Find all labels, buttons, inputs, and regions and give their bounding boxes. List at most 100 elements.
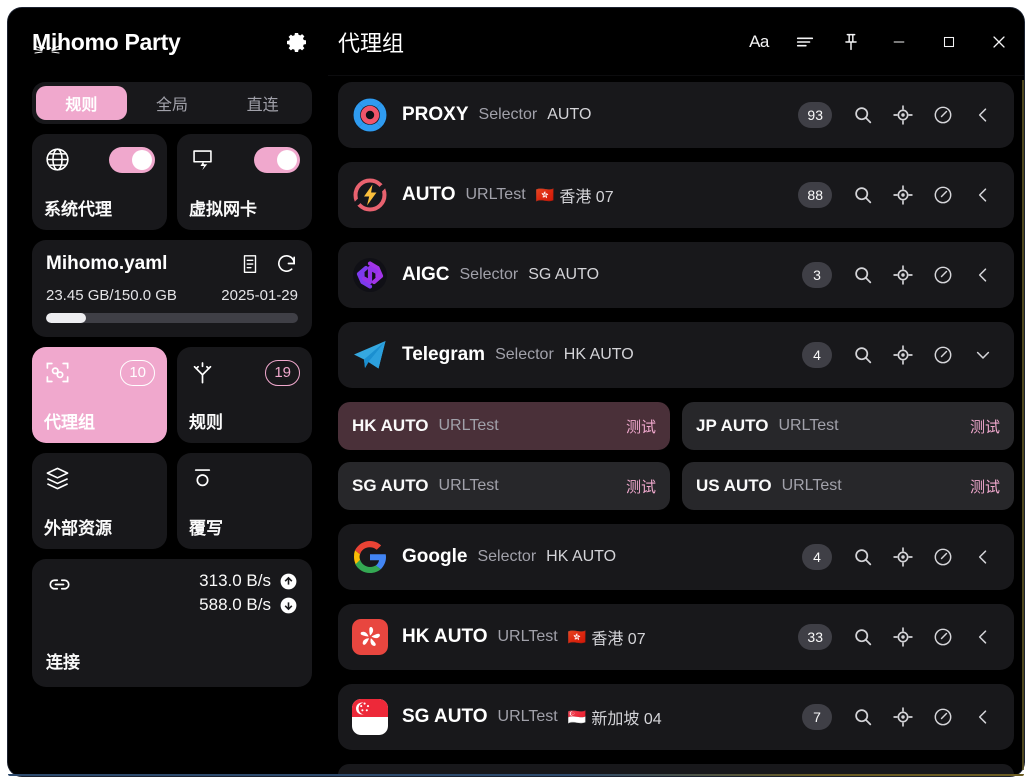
app-title: Mihomo Party	[32, 29, 181, 56]
group-type: Selector	[477, 548, 537, 565]
config-usage-fill	[46, 313, 87, 323]
search-icon[interactable]	[846, 540, 880, 574]
proxy-group-list[interactable]: PROXY Selector AUTO 93 AUTO URLTest 🇭🇰 香港…	[328, 76, 1024, 776]
group-current-node-label: SG AUTO	[528, 266, 600, 283]
proxy-option[interactable]: JP AUTO URLTest 测试	[682, 402, 1014, 450]
search-icon[interactable]	[846, 258, 880, 292]
group-current-node: HK AUTO	[564, 346, 634, 364]
download-speed-value: 588.0 B/s	[199, 595, 271, 614]
rules-branch-icon	[193, 362, 212, 384]
speedometer-icon[interactable]	[926, 620, 960, 654]
proxy-option-test-button[interactable]: 测试	[969, 478, 1000, 496]
sidebar-item-connections[interactable]: 313.0 B/s 588.0 B/s 连接	[32, 559, 312, 687]
group-row[interactable]: Google Selector HK AUTO 4	[338, 524, 1014, 590]
arrow-up-circle-icon	[280, 573, 297, 589]
group-row[interactable]: PROXY Selector AUTO 93	[338, 82, 1014, 148]
search-icon[interactable]	[846, 178, 880, 212]
chevron-down-icon[interactable]	[966, 338, 1000, 372]
document-icon[interactable]	[239, 253, 261, 275]
speedometer-icon[interactable]	[926, 258, 960, 292]
group-node-count: 4	[802, 544, 832, 570]
current-config-card[interactable]: Mihomo.yaml 23.45 GB/150.0 GB 2025-01-29	[32, 240, 312, 337]
maximize-button[interactable]	[924, 19, 974, 65]
tun-device-switch[interactable]	[254, 146, 300, 173]
list-density-button[interactable]	[782, 19, 828, 65]
flag-emoji: 🇭🇰	[535, 186, 555, 204]
refresh-icon[interactable]	[275, 252, 298, 275]
mode-tab-global[interactable]: 全局	[127, 86, 218, 120]
tile-tun-device[interactable]: 虚拟网卡	[177, 134, 312, 230]
speedometer-icon[interactable]	[926, 98, 960, 132]
group-current-node-label: HK AUTO	[546, 548, 617, 565]
upload-speed: 313.0 B/s	[199, 571, 298, 591]
sidebar-item-override[interactable]: 覆写	[177, 453, 312, 549]
locate-icon[interactable]	[886, 700, 920, 734]
proxy-option-test-button[interactable]: 测试	[625, 418, 656, 436]
tile-system-proxy[interactable]: 系统代理	[32, 134, 167, 230]
proxy-option[interactable]: SG AUTO URLTest 测试	[338, 462, 670, 510]
mode-tab-direct[interactable]: 直连	[217, 86, 308, 120]
proxy-groups-badge: 10	[120, 359, 155, 386]
speedometer-icon[interactable]	[926, 540, 960, 574]
proxy-option-type: URLTest	[438, 417, 499, 434]
page-title: 代理组	[338, 30, 405, 56]
group-row[interactable]: Telegram Selector HK AUTO 4	[338, 322, 1014, 388]
proxy-option-test-button[interactable]: 测试	[625, 478, 656, 496]
search-icon[interactable]	[846, 620, 880, 654]
group-current-node: 🇭🇰 香港 07	[536, 183, 614, 207]
group-type: Selector	[495, 346, 554, 363]
google-g-icon	[352, 539, 388, 575]
group-current-node-label: 香港 07	[559, 189, 614, 206]
openai-flower-icon	[352, 257, 388, 293]
chevron-left-icon[interactable]	[966, 178, 1000, 212]
group-node-count: 33	[798, 624, 832, 650]
font-size-button[interactable]: Aa	[736, 19, 782, 65]
search-icon[interactable]	[846, 700, 880, 734]
sidebar-item-override-label: 覆写	[189, 519, 223, 538]
chevron-left-icon[interactable]	[966, 98, 1000, 132]
group-row[interactable]: HK AUTO URLTest 🇭🇰 香港 07 33	[338, 604, 1014, 670]
locate-icon[interactable]	[886, 620, 920, 654]
speedometer-icon[interactable]	[926, 178, 960, 212]
minimize-icon	[893, 40, 905, 43]
search-icon[interactable]	[846, 338, 880, 372]
chevron-left-icon[interactable]	[966, 258, 1000, 292]
bolt-circle-icon	[352, 177, 388, 213]
chevron-left-icon[interactable]	[966, 620, 1000, 654]
minimize-button[interactable]	[874, 19, 924, 65]
locate-icon[interactable]	[886, 98, 920, 132]
proxy-group-icon	[46, 362, 69, 383]
search-icon[interactable]	[846, 98, 880, 132]
sidebar-item-proxy-groups[interactable]: 10 代理组	[32, 347, 167, 443]
sidebar-item-resources-label: 外部资源	[44, 519, 112, 538]
group-row[interactable]: SG AUTO URLTest 🇸🇬 新加坡 04 7	[338, 684, 1014, 750]
mode-tab-global-label: 全局	[156, 97, 189, 114]
pin-window-button[interactable]	[828, 19, 874, 65]
locate-icon[interactable]	[886, 258, 920, 292]
speedometer-icon[interactable]	[926, 338, 960, 372]
proxy-option[interactable]: HK AUTO URLTest 测试	[338, 402, 670, 450]
mode-tab-rule[interactable]: 规则	[36, 86, 127, 120]
proxy-option[interactable]: US AUTO URLTest 测试	[682, 462, 1014, 510]
locate-icon[interactable]	[886, 540, 920, 574]
maximize-icon	[943, 36, 955, 47]
tile-tun-device-label: 虚拟网卡	[189, 200, 257, 219]
group-row-partial[interactable]	[338, 764, 1014, 776]
close-button[interactable]	[974, 19, 1024, 65]
chevron-left-icon[interactable]	[966, 700, 1000, 734]
system-proxy-switch[interactable]	[109, 146, 155, 173]
settings-button[interactable]	[282, 27, 312, 57]
sidebar-item-resources[interactable]: 外部资源	[32, 453, 167, 549]
sidebar-item-proxy-groups-label: 代理组	[44, 413, 95, 432]
group-row[interactable]: AUTO URLTest 🇭🇰 香港 07 88	[338, 162, 1014, 228]
group-current-node-label: 香港 07	[591, 631, 646, 648]
proxy-target-icon	[352, 97, 388, 133]
locate-icon[interactable]	[886, 178, 920, 212]
proxy-option-test-button[interactable]: 测试	[969, 418, 1000, 436]
chevron-left-icon[interactable]	[966, 540, 1000, 574]
locate-icon[interactable]	[886, 338, 920, 372]
group-row[interactable]: AIGC Selector SG AUTO 3	[338, 242, 1014, 308]
sidebar-item-rules[interactable]: 19 规则	[177, 347, 312, 443]
speedometer-icon[interactable]	[926, 700, 960, 734]
group-name: SG AUTO	[402, 706, 488, 727]
